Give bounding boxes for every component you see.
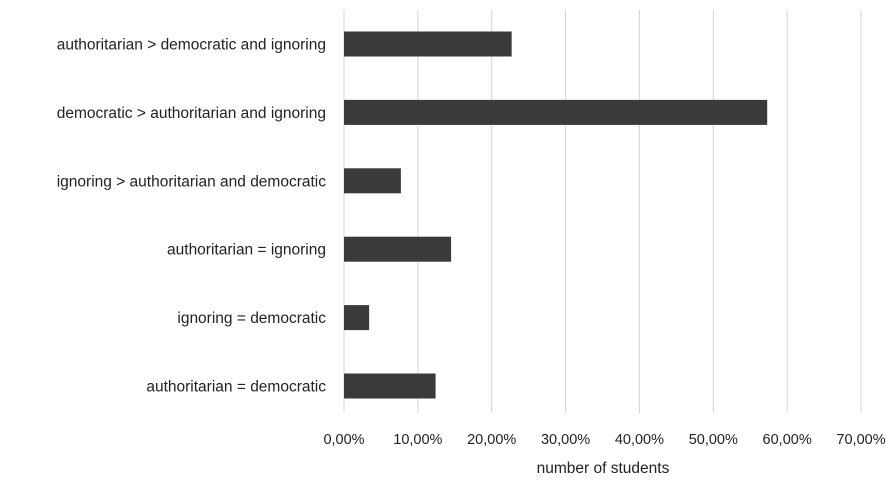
x-tick-label-1: 10,00% — [393, 432, 442, 448]
gridlines — [343, 10, 862, 413]
x-tick-label-4: 40,00% — [615, 432, 664, 448]
category-label-0: authoritarian > democratic and ignoring — [57, 37, 326, 54]
bar-3 — [344, 236, 452, 262]
x-tick-label-6: 60,00% — [763, 432, 812, 448]
x-tick-labels: 0,00% 10,00% 20,00% 30,00% 40,00% 50,00% 60,00… — [323, 432, 885, 448]
x-tick-label-2: 20,00% — [467, 432, 516, 448]
bar-4 — [344, 305, 370, 331]
bar-0 — [344, 31, 512, 57]
x-tick-label-5: 50,00% — [689, 432, 738, 448]
category-label-1: democratic > authoritarian and ignoring — [57, 105, 326, 122]
bars — [344, 31, 768, 399]
x-tick-label-3: 30,00% — [541, 432, 590, 448]
category-label-5: authoritarian = democratic — [146, 379, 326, 396]
bar-5 — [344, 373, 436, 399]
category-label-3: authoritarian = ignoring — [167, 242, 326, 259]
category-label-2: ignoring > authoritarian and democratic — [57, 173, 327, 190]
bar-2 — [344, 168, 401, 194]
category-labels: authoritarian > democratic and ignoring d… — [57, 37, 327, 396]
bar-1 — [344, 99, 768, 125]
x-axis-title: number of students — [537, 460, 670, 477]
x-tick-label-0: 0,00% — [323, 432, 364, 448]
category-label-4: ignoring = democratic — [177, 310, 326, 327]
x-tick-label-7: 70,00% — [836, 432, 885, 448]
